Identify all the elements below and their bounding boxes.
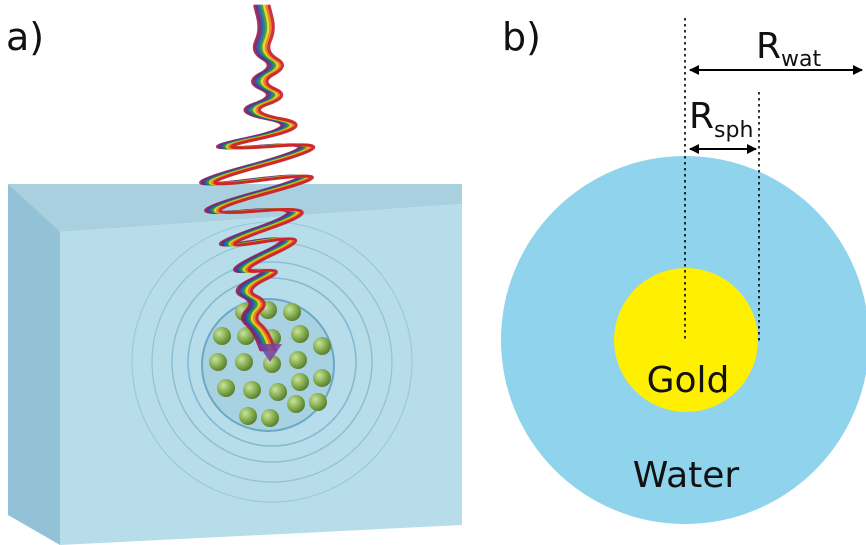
ripple-ring xyxy=(171,261,373,463)
nanoparticle xyxy=(263,355,281,373)
nanoparticle xyxy=(291,373,309,391)
water-label: Water xyxy=(633,455,740,496)
nanoparticle xyxy=(269,383,287,401)
panel-a-label: a) xyxy=(6,15,44,59)
nanoparticle xyxy=(243,381,261,399)
nanoparticle xyxy=(237,327,255,345)
panel-b-label: b) xyxy=(502,15,541,59)
nanoparticle xyxy=(217,379,235,397)
light-wave xyxy=(199,4,315,362)
nanoparticle xyxy=(313,369,331,387)
wave-arrowhead xyxy=(258,344,282,362)
nanoparticle xyxy=(209,353,227,371)
r-sphere-label-sub: sph xyxy=(714,118,753,143)
nanoparticle xyxy=(239,407,257,425)
nanoparticle xyxy=(309,393,327,411)
ripple-ring xyxy=(151,241,393,483)
r-sphere-label-main: R xyxy=(689,96,714,137)
r-water-label-main: R xyxy=(756,26,781,67)
r-water-label-sub: wat xyxy=(781,47,821,72)
nanoparticle xyxy=(291,325,309,343)
nanoparticle xyxy=(313,337,331,355)
r-sphere-label: Rsph xyxy=(689,96,753,143)
nanoparticle xyxy=(289,351,307,369)
nanoparticle xyxy=(213,327,231,345)
water-block-side-face xyxy=(8,184,60,545)
gold-core xyxy=(614,268,758,412)
panel-b: b) Rwat Rsph Gold Water xyxy=(501,15,866,524)
ripple-ring xyxy=(187,277,357,447)
r-water-label: Rwat xyxy=(756,26,821,72)
panel-a: a) xyxy=(6,4,462,545)
water-block-top-face xyxy=(8,184,462,232)
gold-label: Gold xyxy=(647,360,730,401)
nanoparticle xyxy=(287,395,305,413)
nanoparticle xyxy=(235,353,253,371)
nanoparticle xyxy=(283,303,301,321)
nanoparticle xyxy=(261,409,279,427)
wave-strand xyxy=(213,4,315,352)
